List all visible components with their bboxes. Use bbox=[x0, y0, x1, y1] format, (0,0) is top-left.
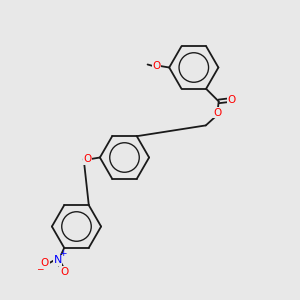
Text: O: O bbox=[60, 267, 68, 277]
Text: N: N bbox=[53, 255, 62, 266]
Text: O: O bbox=[213, 108, 221, 118]
Text: O: O bbox=[227, 95, 236, 105]
Text: O: O bbox=[41, 258, 49, 268]
Text: −: − bbox=[36, 264, 43, 273]
Text: +: + bbox=[59, 249, 67, 258]
Text: O: O bbox=[152, 61, 161, 71]
Text: O: O bbox=[83, 154, 92, 164]
